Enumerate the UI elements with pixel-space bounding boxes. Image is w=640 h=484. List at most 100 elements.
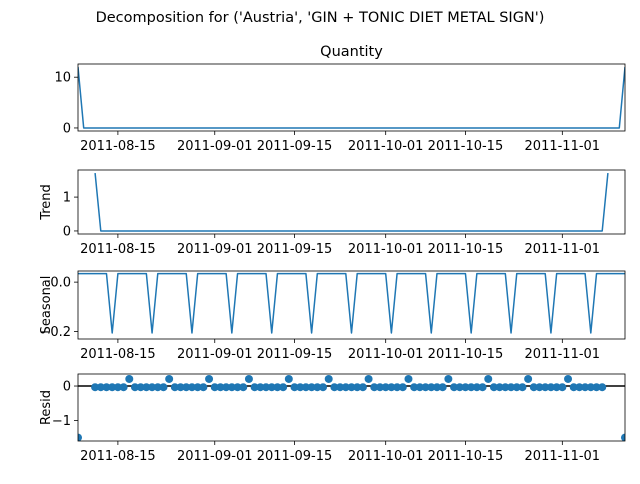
x-tick-label: 2011-09-01 (177, 139, 253, 154)
resid-point (432, 383, 441, 392)
y-tick-label: 0 (63, 380, 71, 395)
subplot-title: Quantity (320, 44, 383, 60)
resid-point (353, 383, 362, 392)
resid-point (529, 383, 538, 392)
resid-point (284, 374, 293, 383)
resid-point (501, 383, 510, 392)
resid-point (256, 383, 265, 392)
resid-point (187, 383, 196, 392)
resid-point (450, 383, 459, 392)
resid-point (273, 383, 282, 392)
resid-point (478, 383, 487, 392)
subplot-3: 0.0 −0.2 2011-08-15 2011-09-01 2011-09-15 201… (39, 270, 626, 362)
resid-point (541, 383, 550, 392)
resid-point (136, 383, 145, 392)
x-tick-label: 2011-10-15 (428, 449, 504, 464)
x-tick-label: 2011-10-01 (348, 139, 424, 154)
resid-point (558, 383, 567, 392)
resid-point (307, 383, 316, 392)
resid-point (227, 383, 236, 392)
resid-point (586, 383, 595, 392)
resid-point (375, 383, 384, 392)
resid-point (461, 383, 470, 392)
resid-point (495, 383, 504, 392)
resid-point (387, 383, 396, 392)
resid-point (296, 383, 305, 392)
x-tick-label: 2011-08-15 (80, 449, 156, 464)
x-tick-label: 2011-10-15 (428, 347, 504, 362)
data-group (78, 66, 625, 129)
y-tick-label: 1 (63, 191, 71, 206)
resid-point (398, 383, 407, 392)
resid-point (370, 383, 379, 392)
y-axis-label: Trend (39, 184, 54, 221)
y-tick-label: 0 (63, 224, 71, 239)
resid-point (393, 383, 402, 392)
resid-point (484, 374, 493, 383)
y-axis-label: Seasonal (39, 276, 54, 335)
x-tick-label: 2011-08-15 (80, 347, 156, 362)
resid-point (621, 433, 625, 441)
resid-point (176, 383, 185, 392)
subplot-1: 0 10 2011-08-15 2011-09-01 2011-09-15 2011-10… (54, 44, 626, 154)
resid-point (159, 383, 168, 392)
resid-point (193, 383, 202, 392)
resid-point (324, 374, 333, 383)
x-tick-label: 2011-09-15 (257, 139, 333, 154)
x-tick-label: 2011-09-15 (257, 347, 333, 362)
resid-point (153, 383, 162, 392)
resid-point (330, 383, 339, 392)
resid-point (142, 383, 151, 392)
x-tick-label: 2011-11-01 (525, 139, 601, 154)
x-tick-label: 2011-10-15 (428, 139, 504, 154)
resid-point (222, 383, 231, 392)
resid-point (427, 383, 436, 392)
resid-point (279, 383, 288, 392)
resid-point (262, 383, 271, 392)
resid-point (336, 383, 345, 392)
resid-point (347, 383, 356, 392)
resid-point (592, 383, 601, 392)
y-tick-label: 10 (54, 71, 71, 86)
axes-frame (77, 373, 626, 442)
resid-point (404, 374, 413, 383)
data-group (78, 374, 625, 441)
resid-point (358, 383, 367, 392)
x-tick-label: 2011-11-01 (525, 449, 601, 464)
series-line (78, 272, 625, 334)
resid-point (421, 383, 430, 392)
x-tick-label: 2011-10-01 (348, 347, 424, 362)
x-tick-label: 2011-10-15 (428, 242, 504, 257)
data-group (94, 172, 609, 232)
resid-point (512, 383, 521, 392)
x-tick-label: 2011-09-15 (257, 449, 333, 464)
y-tick-label: −0.2 (39, 325, 71, 340)
resid-point (341, 383, 350, 392)
resid-point (233, 383, 242, 392)
resid-point (535, 383, 544, 392)
y-tick-label: 0.0 (50, 276, 71, 291)
subplot-2: 0 1 2011-08-15 2011-09-01 2011-09-15 2011-10-… (39, 169, 626, 257)
resid-point (210, 383, 219, 392)
y-axis-label: Resid (39, 390, 54, 425)
resid-point (575, 383, 584, 392)
axes-frame (77, 270, 626, 340)
resid-point (119, 383, 128, 392)
resid-point (250, 383, 259, 392)
data-group (78, 272, 625, 334)
resid-point (78, 433, 82, 441)
resid-point (444, 374, 453, 383)
resid-point (216, 383, 225, 392)
resid-point (410, 383, 419, 392)
resid-point (319, 383, 328, 392)
resid-point (290, 383, 299, 392)
resid-point (507, 383, 516, 392)
resid-point (205, 374, 214, 383)
resid-point (598, 383, 607, 392)
x-tick-label: 2011-08-15 (80, 242, 156, 257)
axes-frame (77, 63, 626, 132)
x-tick-label: 2011-09-15 (257, 242, 333, 257)
resid-point (125, 374, 134, 383)
x-tick-label: 2011-11-01 (525, 242, 601, 257)
